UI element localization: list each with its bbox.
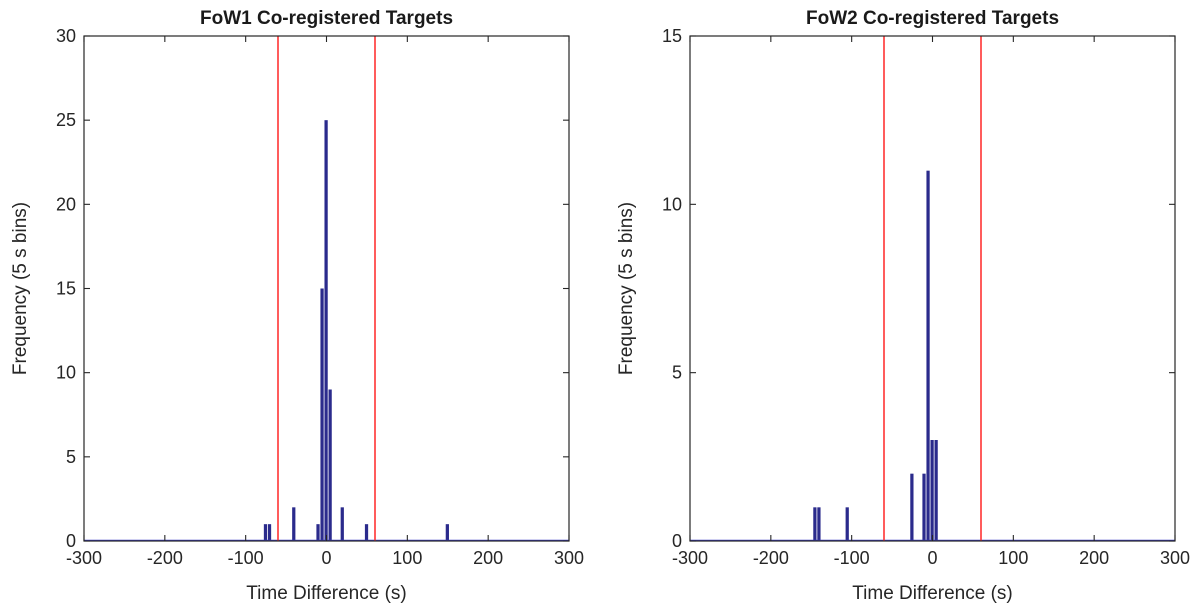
- x-tick-label: 100: [392, 548, 422, 568]
- histogram-bar: [324, 120, 328, 542]
- y-tick-label: 25: [56, 110, 76, 130]
- y-tick-label: 15: [56, 279, 76, 299]
- histogram-bar: [910, 473, 914, 541]
- x-tick-label: -300: [672, 548, 708, 568]
- histogram-bar: [340, 507, 344, 541]
- x-tick-label: 100: [998, 548, 1028, 568]
- x-tick-label: 300: [554, 548, 584, 568]
- x-tick-label: 200: [473, 548, 503, 568]
- plot-area: -300 -200 -100 0 100 200 300 0 5 10 15: [662, 26, 1190, 568]
- fow2-histogram: FoW2 Co-registered Targets Time Differen…: [616, 8, 1190, 604]
- histogram-bar: [320, 288, 324, 541]
- y-tick-label: 0: [672, 531, 682, 551]
- x-tick-label: -100: [834, 548, 870, 568]
- x-tick-label: 0: [321, 548, 331, 568]
- x-tick-label: 200: [1079, 548, 1109, 568]
- histogram-bar: [267, 524, 272, 541]
- y-axis-title: Frequency (5 s bins): [10, 202, 31, 375]
- y-tick-label: 0: [66, 531, 76, 551]
- plot-area: -300 -200 -100 0 100 200 300 0 5 10 15 20 25 30: [56, 26, 584, 568]
- x-tick-label: -300: [66, 548, 102, 568]
- fow1-histogram: FoW1 Co-registered Targets Time Differen…: [10, 8, 584, 604]
- histogram-bar: [934, 440, 938, 541]
- x-tick-label: -100: [228, 548, 264, 568]
- histogram-bar: [328, 389, 332, 541]
- histogram-bar: [845, 507, 849, 541]
- x-axis-title: Time Difference (s): [246, 583, 406, 604]
- chart-title: FoW2 Co-registered Targets: [806, 8, 1059, 29]
- chart-title: FoW1 Co-registered Targets: [200, 8, 453, 29]
- histogram-bar: [316, 524, 320, 541]
- histogram-bar: [364, 524, 369, 541]
- y-tick-label: 5: [672, 363, 682, 383]
- histogram-bar: [445, 524, 449, 541]
- x-tick-label: 0: [927, 548, 937, 568]
- x-tick-label: -200: [753, 548, 789, 568]
- x-axis-title: Time Difference (s): [852, 583, 1012, 604]
- y-tick-label: 10: [662, 194, 682, 214]
- y-axis-title: Frequency (5 s bins): [616, 202, 637, 375]
- y-tick-label: 5: [66, 447, 76, 467]
- histogram-bar: [930, 440, 934, 541]
- x-tick-label: 300: [1160, 548, 1190, 568]
- y-tick-label: 20: [56, 194, 76, 214]
- histogram-bar: [926, 170, 930, 542]
- histogram-bar: [817, 507, 821, 541]
- histogram-bar: [292, 507, 296, 541]
- y-tick-label: 30: [56, 26, 76, 46]
- histogram-bar: [922, 473, 926, 541]
- histogram-bar: [813, 507, 817, 541]
- histogram-bar: [263, 524, 268, 541]
- x-tick-label: -200: [147, 548, 183, 568]
- y-tick-label: 15: [662, 26, 682, 46]
- y-tick-label: 10: [56, 363, 76, 383]
